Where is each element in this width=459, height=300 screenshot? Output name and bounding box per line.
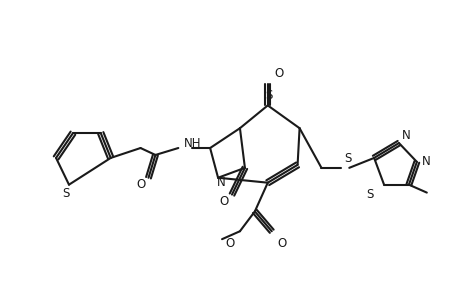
Text: O: O	[135, 178, 145, 191]
Text: N: N	[420, 155, 429, 168]
Text: S: S	[62, 187, 69, 200]
Text: O: O	[276, 237, 285, 250]
Text: S: S	[344, 152, 351, 165]
Text: O: O	[274, 67, 283, 80]
Text: N: N	[216, 176, 225, 189]
Text: O: O	[219, 195, 228, 208]
Text: NH: NH	[184, 136, 202, 150]
Text: S: S	[264, 89, 272, 102]
Text: O: O	[225, 237, 234, 250]
Text: S: S	[366, 188, 373, 201]
Text: N: N	[401, 129, 409, 142]
